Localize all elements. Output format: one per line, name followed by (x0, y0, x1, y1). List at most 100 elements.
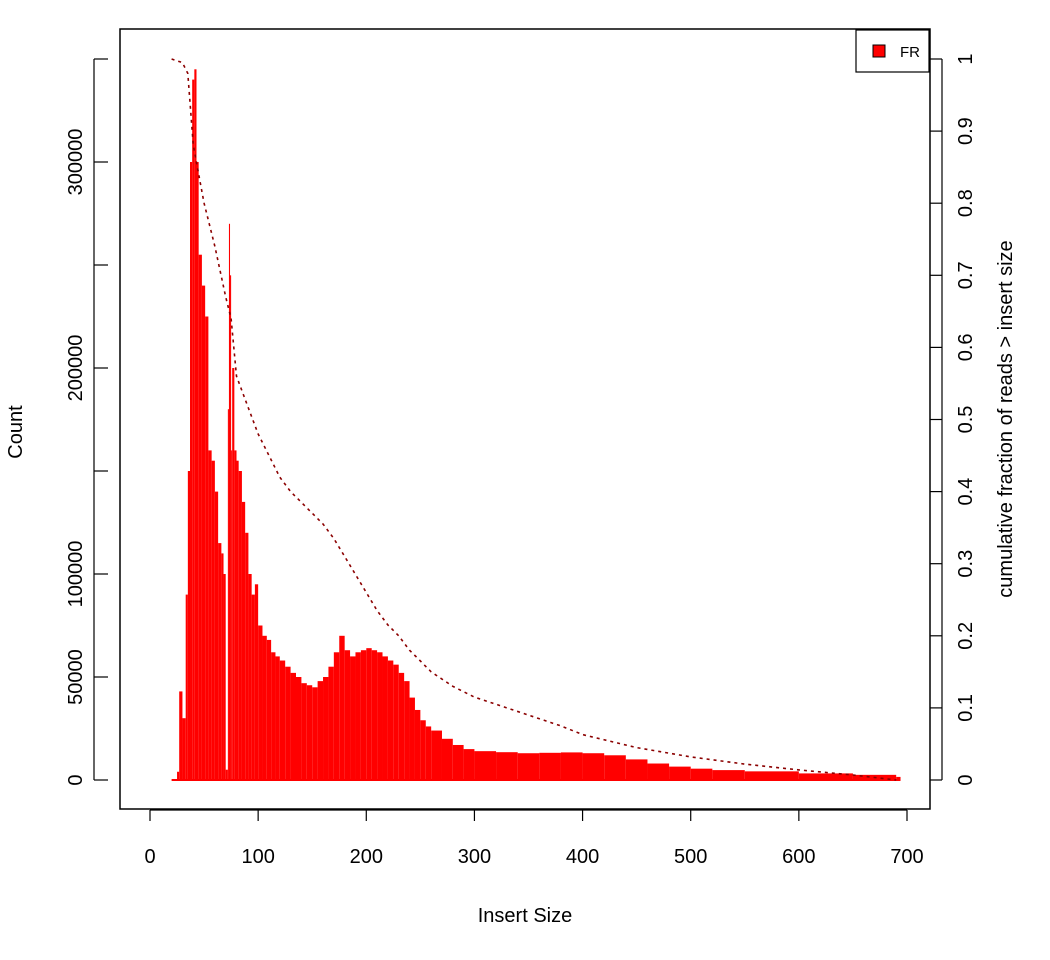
y-axis-right: 0 0.1 0.2 0.3 0.4 0.5 0.6 0.7 0.8 0.9 1 (930, 53, 977, 786)
histogram-bar (712, 770, 745, 780)
y-tick-label: 300000 (65, 129, 87, 196)
histogram-bar (344, 650, 351, 780)
x-tick-label: 300 (458, 846, 491, 868)
histogram-bar (647, 763, 670, 780)
y-tick-label: 200000 (65, 335, 87, 402)
histogram-bar (382, 656, 388, 780)
histogram-bar (290, 672, 296, 780)
histogram-bar (312, 687, 318, 780)
y2-tick-label: 0.1 (955, 694, 977, 722)
histogram-bar (271, 652, 276, 780)
histogram-bar (420, 720, 426, 780)
histogram-bar (387, 660, 394, 780)
histogram-bar (560, 752, 583, 780)
histogram-bar (241, 501, 246, 780)
legend: FR (855, 29, 930, 73)
y2-axis-title: cumulative fraction of reads > insert si… (995, 240, 1017, 597)
y2-tick-label: 1 (955, 53, 977, 64)
histogram-bar (355, 652, 361, 780)
histogram-bar (238, 471, 242, 780)
y-axis-left: 0 50000 100000 200000 300000 (65, 58, 108, 786)
x-tick-label: 700 (890, 846, 923, 868)
histogram-bar (248, 574, 252, 780)
histogram-bar (185, 594, 188, 780)
histogram-bar (190, 162, 193, 780)
histogram-bar (177, 771, 180, 780)
histogram-bar (196, 162, 199, 780)
histogram-bar (179, 691, 183, 780)
legend-swatch-fr (872, 44, 886, 58)
y-axis-title: Count (5, 405, 27, 459)
histogram-bar (234, 450, 237, 780)
histogram-bar (323, 677, 329, 780)
histogram-bar (223, 574, 226, 780)
x-tick-label: 500 (674, 846, 707, 868)
histogram-bar (798, 773, 853, 780)
histogram-bar (301, 683, 307, 780)
y2-tick-label: 0.4 (955, 478, 977, 506)
x-tick-label: 200 (350, 846, 383, 868)
histogram-bar (218, 543, 222, 780)
legend-box (855, 29, 930, 73)
y2-tick-label: 0.8 (955, 189, 977, 217)
histogram-bar (496, 752, 518, 780)
histogram-bar (669, 766, 691, 780)
y2-tick-label: 0.3 (955, 550, 977, 578)
x-tick-label: 400 (566, 846, 599, 868)
histogram-bar (474, 751, 497, 780)
histogram-bar (328, 666, 334, 780)
histogram-bar (211, 460, 215, 780)
y2-tick-label: 0.5 (955, 406, 977, 434)
histogram-bar (201, 285, 206, 780)
histogram-bar (425, 726, 432, 780)
y2-tick-label: 0.2 (955, 622, 977, 650)
histogram-bar (431, 730, 442, 780)
y2-tick-label: 0.9 (955, 117, 977, 145)
y-tick-label: 100000 (65, 541, 87, 608)
histogram-bar (254, 584, 259, 780)
histogram-bar (192, 79, 195, 781)
histogram-bar (371, 650, 378, 780)
histogram-bar (625, 759, 648, 780)
histogram-bar (266, 639, 272, 780)
histogram-bar (262, 635, 267, 780)
histogram-bar (377, 652, 383, 780)
histogram-bar (232, 368, 235, 780)
histogram-bar (228, 223, 231, 781)
histogram-bar (333, 652, 340, 780)
histogram-bar (275, 656, 280, 780)
histogram-bar (306, 685, 313, 780)
histogram-bar (225, 769, 228, 780)
y-tick-label: 50000 (65, 649, 87, 705)
y-tick-label: 0 (65, 774, 87, 785)
histogram-bar (205, 316, 209, 780)
histogram-bar (236, 460, 239, 780)
histogram-bar (398, 672, 405, 780)
histogram-bar (744, 771, 799, 780)
histogram-bar (182, 718, 186, 780)
histogram-bar (539, 752, 561, 780)
histogram-bar (463, 749, 475, 780)
histogram-bar (198, 254, 202, 780)
histogram-bar (227, 409, 229, 780)
x-axis-title: Insert Size (478, 905, 572, 927)
histogram-bar (339, 635, 345, 780)
y2-tick-label: 0.6 (955, 333, 977, 361)
histogram-bar (279, 660, 286, 780)
histogram-bar (393, 664, 399, 780)
histogram-bar (317, 681, 324, 780)
histogram-bar (441, 738, 453, 780)
histogram-bar (251, 594, 255, 780)
histogram-bar (187, 471, 191, 780)
x-tick-label: 600 (782, 846, 815, 868)
histogram-bar (604, 755, 626, 780)
histogram-bar (409, 697, 415, 780)
histogram-bar (366, 648, 372, 780)
histogram-bar (208, 450, 212, 780)
histogram-bar (285, 666, 291, 780)
histogram-bar (230, 275, 232, 780)
histogram-bar (690, 768, 713, 780)
x-tick-label: 0 (144, 846, 155, 868)
histogram-bar (258, 625, 263, 780)
